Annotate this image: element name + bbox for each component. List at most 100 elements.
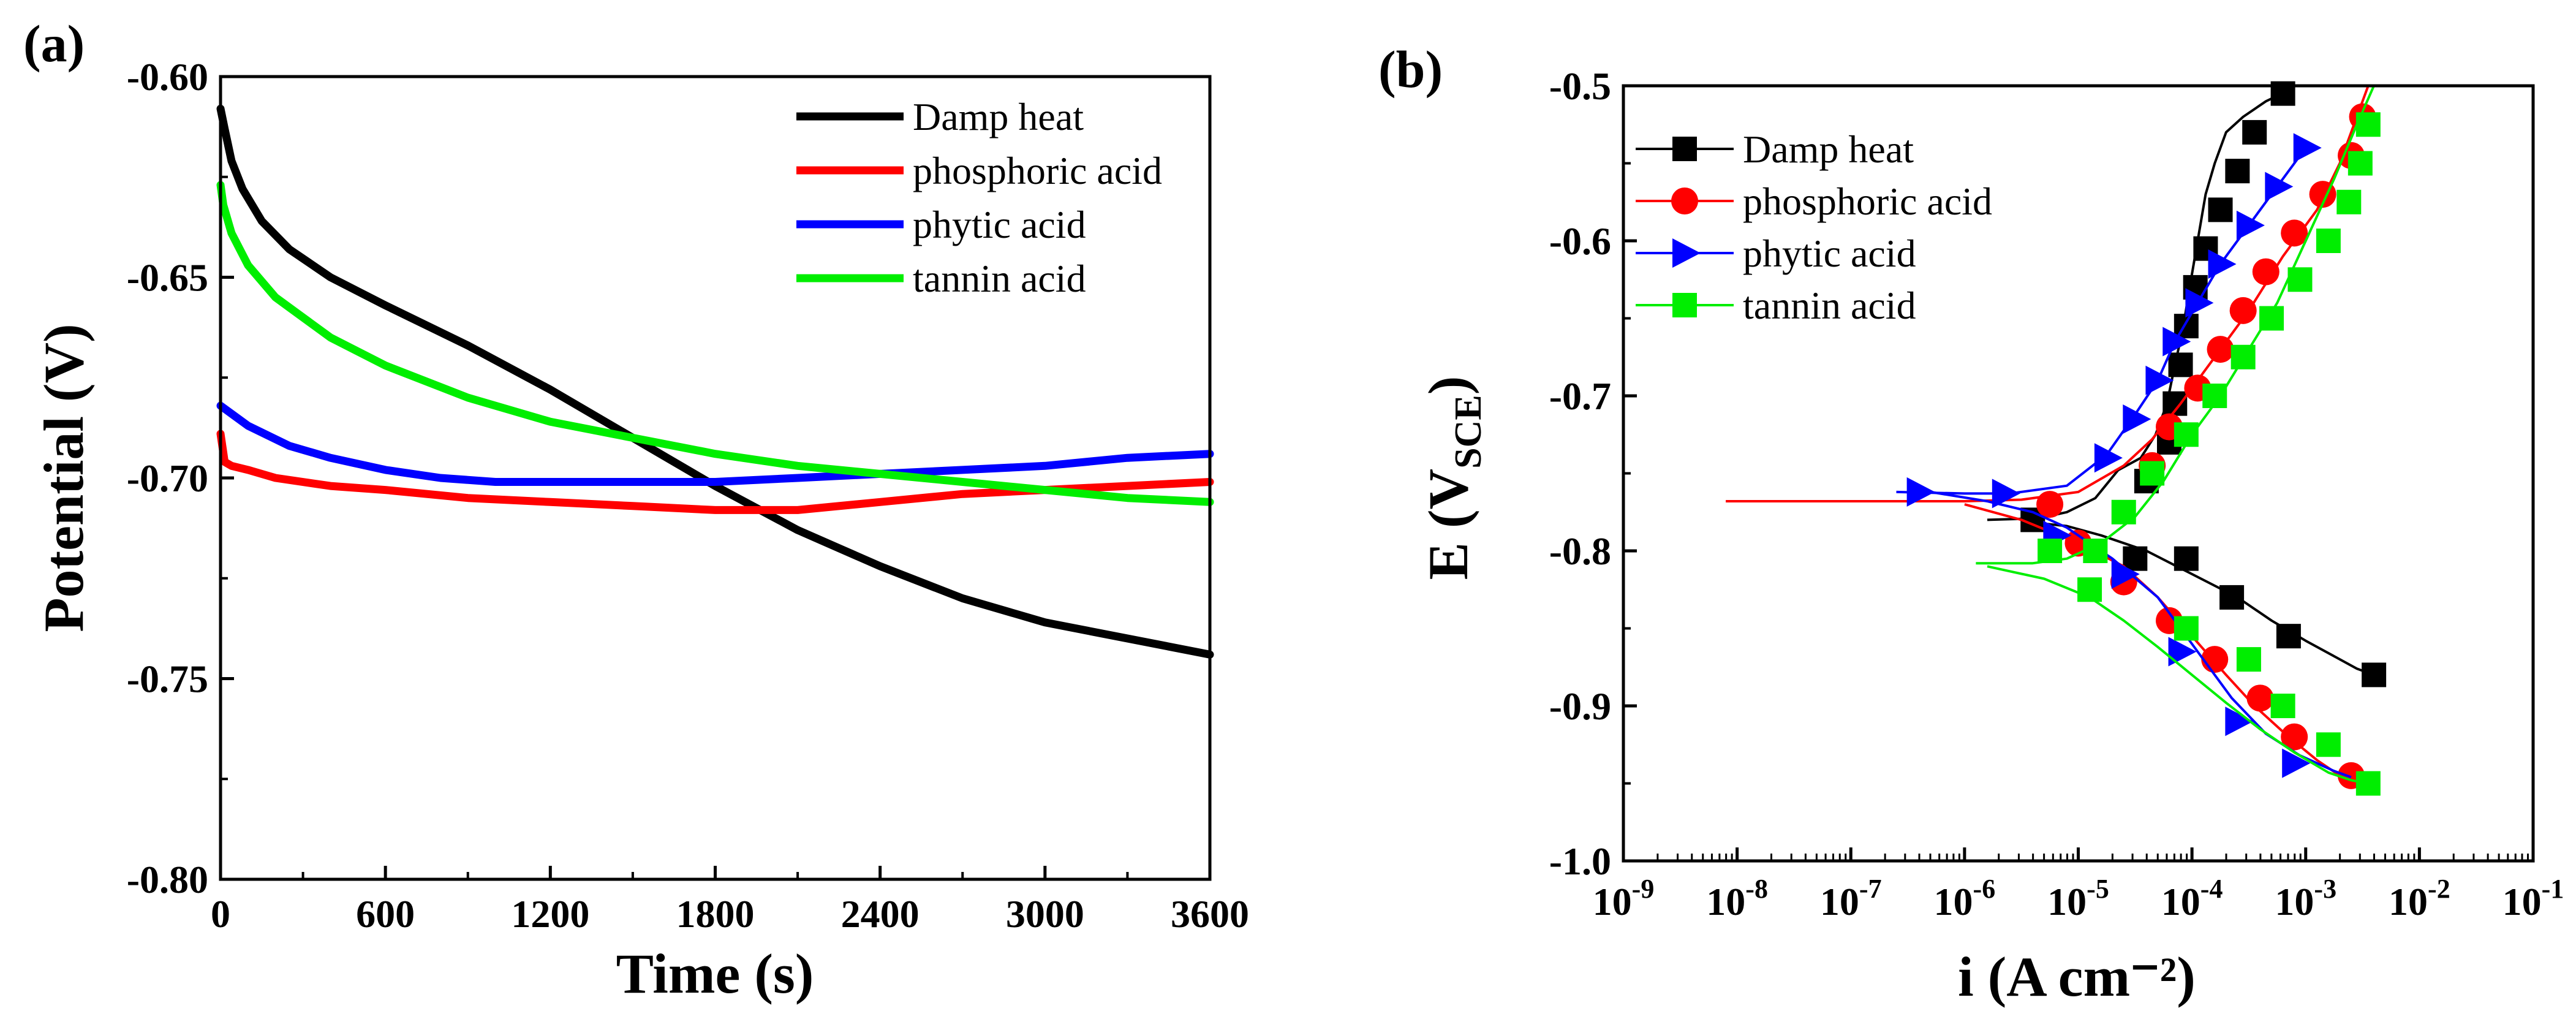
series-line-tannin-acid-anodic: [1976, 85, 2375, 565]
legend-label: tannin acid: [913, 257, 1086, 300]
y-tick-label: -0.80: [127, 858, 208, 901]
y-tick-label: -0.9: [1549, 684, 1611, 728]
chart-a-y-title: Potential (V): [32, 324, 95, 632]
data-point: [1672, 293, 1697, 317]
data-point: [2355, 771, 2381, 796]
data-point: [2259, 306, 2284, 331]
data-point: [2281, 723, 2308, 751]
series-line-tannin-acid-cathodic: [1987, 565, 2369, 785]
chart-b-y-title: E (VSCE): [1417, 376, 1489, 580]
data-point: [2140, 461, 2165, 486]
data-point: [2265, 172, 2294, 202]
x-tick-label: 0: [211, 892, 230, 936]
data-point: [2077, 577, 2102, 602]
chart-b-legend: Damp heat phosphoric acid phytic acid tanni…: [1636, 127, 1992, 327]
chart-b-x-title: i (A cm⁻²): [1958, 945, 2196, 1008]
data-point: [1672, 137, 1697, 161]
data-point: [2123, 404, 2151, 434]
data-point: [2201, 646, 2229, 673]
x-tick-label: 1200: [511, 892, 589, 936]
data-point: [2355, 112, 2381, 137]
x-tick-label: 10-3: [2275, 874, 2336, 923]
y-tick-label: -0.6: [1549, 219, 1611, 263]
x-tick-label: 10-1: [2502, 874, 2564, 923]
chart-a-legend: Damp heat phosphoric acid phytic acid tanni…: [796, 95, 1162, 300]
data-point: [2242, 119, 2267, 145]
chart-b-y-title-main: E (V: [1417, 469, 1479, 580]
data-point: [2174, 422, 2199, 447]
legend-label: Damp heat: [1743, 127, 1914, 171]
data-point: [2123, 546, 2148, 571]
data-point: [2111, 559, 2140, 589]
data-point: [2111, 499, 2136, 525]
data-point: [2162, 327, 2191, 357]
chart-a: 0 600 1200 1800 2400 3000 3600 -0.80 -0.75 -0.70 -…: [32, 55, 1249, 1005]
data-point: [2347, 151, 2373, 176]
legend-label: Damp heat: [913, 95, 1084, 138]
panel-b-label: (b): [1378, 40, 1443, 99]
y-tick-label: -1.0: [1549, 839, 1611, 883]
chart-b-y-title-end: ): [1417, 376, 1479, 395]
x-tick-label: 3000: [1006, 892, 1084, 936]
data-point: [2236, 647, 2261, 672]
x-tick-label: 10-5: [2047, 874, 2109, 923]
y-tick-label: -0.7: [1549, 374, 1611, 418]
data-point: [2229, 297, 2257, 324]
x-tick-label: 10-9: [1593, 874, 1655, 923]
data-point: [2282, 748, 2311, 778]
data-point: [2246, 684, 2274, 712]
chart-a-x-title: Time (s): [616, 942, 814, 1005]
y-tick-label: -0.60: [127, 55, 208, 99]
data-point: [2168, 352, 2193, 377]
data-point: [2230, 344, 2256, 369]
data-point: [2281, 219, 2308, 247]
data-point: [2225, 159, 2250, 184]
x-tick-label: 3600: [1171, 892, 1249, 936]
data-point: [2316, 229, 2341, 253]
data-point: [2083, 539, 2108, 563]
y-tick-label: -0.70: [127, 456, 208, 500]
chart-a-ticks: 0 600 1200 1800 2400 3000 3600 -0.80 -0.75 -0.70 -…: [127, 55, 1249, 936]
data-point: [2202, 384, 2227, 408]
data-point: [2168, 637, 2197, 667]
series-line-tannin-acid: [216, 181, 1214, 506]
x-tick-label: 10-6: [1934, 874, 1996, 923]
data-point: [2252, 258, 2279, 286]
data-point: [2174, 546, 2199, 571]
data-point: [2362, 662, 2387, 688]
data-point: [2174, 616, 2199, 641]
data-point: [2036, 491, 2064, 518]
data-point: [2287, 267, 2313, 292]
data-point: [2038, 539, 2063, 563]
data-point: [2145, 365, 2174, 395]
x-tick-label: 10-2: [2389, 874, 2450, 923]
data-point: [2185, 288, 2214, 318]
x-tick-label: 600: [356, 892, 415, 936]
panel-a-label: (a): [23, 14, 85, 73]
chart-a-lines: [216, 104, 1214, 659]
chart-b-ticks: 10-9 10-8 10-7 10-6 10-5 10-4 10-3 10-2 10-1 -1.0…: [1549, 64, 2564, 923]
data-point: [2094, 443, 2123, 473]
data-point: [2219, 585, 2245, 610]
data-point: [2208, 197, 2233, 222]
legend-label: phosphoric acid: [1743, 180, 1992, 223]
data-point: [1671, 188, 1698, 214]
x-tick-label: 10-8: [1706, 874, 1768, 923]
data-point: [2336, 189, 2362, 214]
chart-b-lines: [1726, 81, 2387, 796]
data-point: [2208, 249, 2237, 279]
y-tick-label: -0.8: [1549, 529, 1611, 573]
data-point: [2270, 694, 2295, 718]
chart-b: 10-9 10-8 10-7 10-6 10-5 10-4 10-3 10-2 10-1 -1.0…: [1417, 64, 2564, 1008]
y-tick-label: -0.75: [127, 657, 208, 701]
legend-label: phytic acid: [913, 203, 1086, 246]
y-tick-label: -0.5: [1549, 64, 1611, 108]
chart-b-y-title-sub: SCE: [1448, 395, 1489, 469]
x-tick-label: 10-4: [2161, 874, 2223, 923]
data-point: [2236, 210, 2265, 240]
data-point: [2207, 336, 2234, 363]
data-point: [2316, 732, 2341, 757]
data-point: [2276, 624, 2301, 649]
data-point: [2225, 706, 2254, 737]
